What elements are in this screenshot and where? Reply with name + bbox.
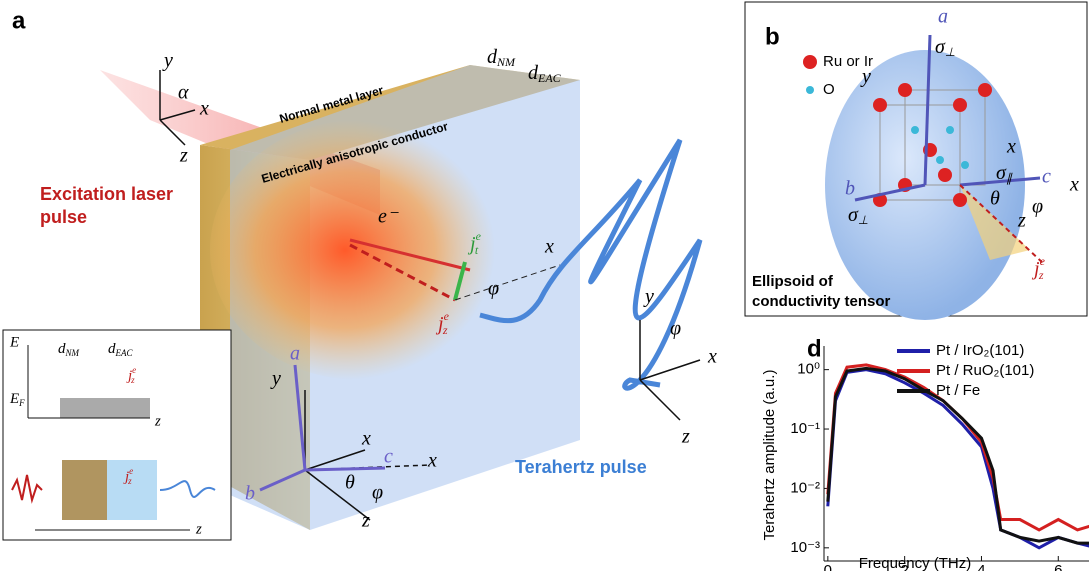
legend-label: Pt / IrO₂(101) xyxy=(936,342,1024,359)
axis-label: x xyxy=(707,346,717,368)
axis-label: θ xyxy=(345,472,355,494)
y-tick-label: 10⁰ xyxy=(797,361,820,378)
axis-label: z xyxy=(179,145,188,167)
axis-label: z xyxy=(154,413,161,429)
axis-label: y xyxy=(162,50,173,72)
caption: Ellipsoid of xyxy=(752,273,834,290)
figure: a y α x z Excitation laser pulse dNM dEA… xyxy=(0,0,1089,571)
legend-label: Pt / RuO₂(101) xyxy=(936,362,1034,379)
x-tick-label: 4 xyxy=(977,562,985,571)
axis-label: φ xyxy=(670,318,681,340)
x-axis-label: Frequency (THz) xyxy=(859,555,972,571)
label: e⁻ xyxy=(378,206,399,228)
legend-label: O xyxy=(823,81,835,98)
inset-nm xyxy=(62,460,107,520)
panel-label: a xyxy=(12,7,26,34)
y-axis-label: Terahertz amplitude (a.u.) xyxy=(761,370,778,541)
axis-label: θ xyxy=(990,188,1000,210)
legend-label: Pt / Fe xyxy=(936,382,980,399)
panel-b: b Ru or Ir O a σ⊥ y x σ∥ c x b σ⊥ θ φ z … xyxy=(745,2,1087,320)
axis-label: x xyxy=(544,236,554,258)
axis-label: x xyxy=(361,428,371,450)
label: dEAC xyxy=(528,62,562,85)
axis-label: x xyxy=(427,450,437,472)
axis-label: φ xyxy=(488,278,499,300)
panel-label: b xyxy=(765,23,780,50)
y-tick-label: 10⁻² xyxy=(790,479,820,496)
axis-label: z xyxy=(1017,210,1026,232)
axis-label: b xyxy=(245,483,255,505)
panel-label: d xyxy=(807,335,822,362)
label: dNM xyxy=(487,46,516,69)
axis-label: z xyxy=(361,510,370,532)
axis-label: a xyxy=(938,6,948,28)
x-tick-label: 6 xyxy=(1054,562,1062,571)
axis-label: x xyxy=(1006,136,1016,158)
axis-label: y xyxy=(643,286,654,308)
label: pulse xyxy=(40,207,87,227)
axis-label: a xyxy=(290,343,300,365)
label: Terahertz pulse xyxy=(515,457,647,477)
axis-label: z xyxy=(681,426,690,448)
axis-label: φ xyxy=(1032,196,1043,218)
excitation-spot xyxy=(210,120,510,380)
axis-label: α xyxy=(178,82,189,104)
x-tick-label: 0 xyxy=(824,562,832,571)
y-tick-label: 10⁻³ xyxy=(790,539,820,556)
axis-label: c xyxy=(1042,166,1051,188)
axis-label: b xyxy=(845,178,855,200)
axis-label: y xyxy=(270,368,281,390)
axis-label: x xyxy=(1069,174,1079,196)
axis-label: φ xyxy=(372,482,383,504)
inset-band xyxy=(60,398,150,418)
axis-label: E xyxy=(9,334,19,350)
label: Excitation laser xyxy=(40,184,173,204)
axis-label: z xyxy=(195,521,202,537)
y-tick-label: 10⁻¹ xyxy=(790,420,820,437)
axis-label: x xyxy=(199,98,209,120)
axis-label: c xyxy=(384,446,393,468)
axis-label: y xyxy=(860,66,871,88)
caption: conductivity tensor xyxy=(752,293,891,310)
